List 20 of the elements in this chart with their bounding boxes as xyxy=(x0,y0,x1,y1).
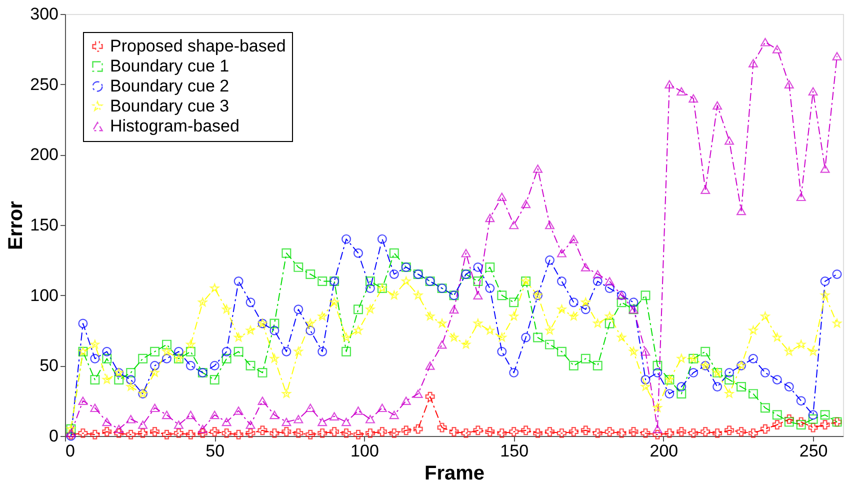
y-axis-title: Error xyxy=(5,200,28,250)
y-tick-label: 150 xyxy=(30,216,58,234)
x-tick-label: 200 xyxy=(650,442,678,460)
x-tick-label: 150 xyxy=(500,442,529,460)
y-tick-label: 0 xyxy=(49,426,58,446)
legend-label: Boundary cue 3 xyxy=(110,96,230,116)
x-tick-label: 250 xyxy=(799,442,828,460)
x-tick-label: 100 xyxy=(350,442,379,460)
y-tick-label: 200 xyxy=(30,145,58,164)
x-axis-title: Frame xyxy=(424,462,485,484)
y-tick-label: 250 xyxy=(30,74,58,94)
legend-label: Boundary cue 1 xyxy=(110,56,230,76)
y-tick-label: 50 xyxy=(40,356,58,376)
legend-label: Proposed shape-based xyxy=(110,36,286,56)
legend-label: Histogram-based xyxy=(110,116,240,136)
x-tick-label: 50 xyxy=(206,442,225,460)
y-tick-label: 300 xyxy=(30,4,58,24)
legend-label: Boundary cue 2 xyxy=(110,76,230,96)
x-tick-label: 0 xyxy=(66,442,75,460)
y-tick-label: 100 xyxy=(30,286,58,305)
